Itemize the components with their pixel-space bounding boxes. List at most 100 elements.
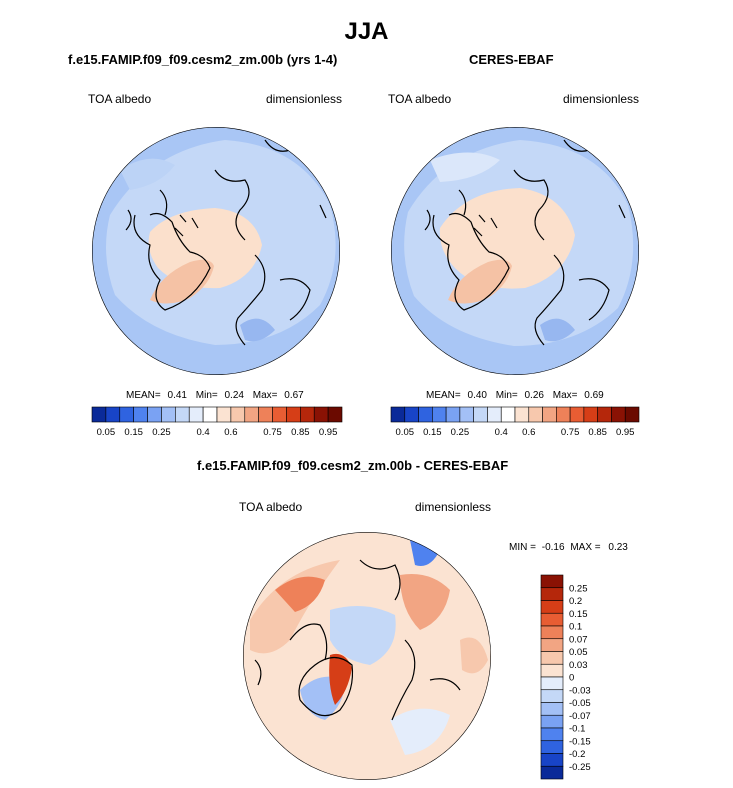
panel3-colorbar-tick-label: 0.05	[569, 647, 588, 658]
panel3-colorbar-tick-label: -0.1	[569, 724, 585, 735]
panel2-colorbar-box	[432, 406, 447, 423]
panel3-colorbar-tick-label: -0.07	[569, 711, 591, 722]
panel1-colorbar-tick-label: 0.6	[224, 427, 237, 438]
panel3-colorbar-tick-label: -0.05	[569, 698, 591, 709]
panel3-min-label: MIN =	[509, 542, 536, 553]
panel1-mean-label: MEAN=	[126, 390, 161, 401]
panel2-min-value: 0.26	[524, 390, 544, 401]
panel1-colorbar-box	[230, 406, 246, 423]
panel2-colorbar-box	[514, 406, 530, 423]
panel1-stats: MEAN= 0.41 Min= 0.24 Max= 0.67	[126, 390, 304, 401]
panel1-title: f.e15.FAMIP.f09_f09.cesm2_zm.00b (yrs 1-…	[68, 52, 338, 67]
panel1-colorbar-box	[216, 406, 232, 423]
panel2-colorbar-box	[611, 406, 626, 423]
panel1-colorbar-box	[91, 406, 107, 423]
panel1-variable-label: TOA albedo	[88, 92, 152, 106]
panel3-colorbar-tick-label: 0.2	[569, 596, 582, 607]
panel1-colorbar-tick-label: 0.15	[124, 427, 143, 438]
panel2-colorbar-box	[404, 406, 419, 423]
panel3-colorbar-box	[540, 587, 564, 601]
panel3-colorbar-box	[540, 689, 564, 703]
panel1-colorbar-box	[119, 406, 134, 423]
figure-title: JJA	[344, 18, 389, 45]
panel3-map	[243, 532, 491, 780]
panel2-colorbar-box	[528, 406, 543, 423]
panel2-colorbar-box	[390, 406, 406, 423]
panel2-colorbar-tick-label: 0.25	[451, 427, 470, 438]
panel2-colorbar-tick-label: 0.75	[561, 427, 580, 438]
panel3-colorbar-tick-label: -0.2	[569, 749, 585, 760]
panel1-map	[92, 127, 340, 375]
panel1-colorbar-tick-label: 0.85	[291, 427, 310, 438]
panel3-colorbar-box	[540, 702, 564, 716]
panel1-colorbar-box	[327, 406, 343, 423]
panel2-siberia-patch	[430, 152, 500, 182]
panel3-colorbar-box	[540, 676, 564, 691]
panel2-colorbar-box	[500, 406, 516, 423]
panel2-colorbar-tick-label: 0.4	[495, 427, 508, 438]
panel3-min-value: -0.16	[541, 542, 565, 553]
panel1-colorbar-box	[286, 406, 301, 423]
panel1-colorbar-box	[202, 406, 218, 423]
panel1-arctic-ice	[148, 208, 262, 289]
panel2-europe-patch	[540, 318, 575, 342]
panel2-colorbar-box	[459, 406, 474, 423]
panel3-colorbar-tick-label: 0.1	[569, 622, 582, 633]
panel2-colorbar-box	[556, 406, 571, 423]
panel2-colorbar-box	[487, 406, 502, 423]
panel2-min-label: Min=	[495, 390, 518, 401]
panel3-colorbar-tick-label: 0.07	[569, 634, 588, 645]
panel1-colorbar-box	[272, 406, 287, 423]
panel3-variable-label: TOA albedo	[239, 500, 303, 514]
panel1-max-label: Max=	[252, 390, 278, 401]
panel3-patch-c	[400, 574, 450, 630]
panel1-colorbar-box	[258, 406, 273, 423]
panel1-siberia-patch	[120, 158, 175, 190]
panel3-max-value: 0.23	[608, 542, 628, 553]
panel3-colorbar-box	[540, 638, 564, 652]
panel2-colorbar-box	[445, 406, 461, 423]
panel2-max-value: 0.69	[584, 390, 604, 401]
panel3-stats: MIN = -0.16 MAX = 0.23	[509, 542, 628, 553]
panel1-greenland	[150, 259, 214, 304]
panel2-colorbar-tick-label: 0.05	[396, 427, 415, 438]
panel1-colorbar-box	[313, 406, 329, 423]
panel1-colorbar-box	[175, 406, 190, 423]
panel3-colorbar-box	[540, 714, 564, 729]
panel1-colorbar-box	[133, 406, 148, 423]
panel3-colorbar-tick-label: 0.15	[569, 609, 588, 620]
panel2-units-label: dimensionless	[563, 92, 640, 106]
panel3-colorbar-tick-label: -0.15	[569, 736, 591, 747]
panel2-colorbar-tick-label: 0.95	[616, 427, 635, 438]
panel2-greenland	[448, 259, 512, 304]
panel1-colorbar-box	[244, 406, 259, 423]
panel3-colorbar-tick-label: -0.03	[569, 685, 591, 696]
panel3-colorbar-box	[540, 753, 564, 767]
panel1-colorbar-box	[188, 406, 204, 423]
panel3-colorbar-box	[540, 765, 564, 780]
panel3-colorbar-box	[540, 651, 564, 665]
panel3-colorbar-box	[540, 574, 564, 589]
panel2-title: CERES-EBAF	[469, 52, 554, 67]
panel3-colorbar-box	[540, 600, 564, 614]
panel2-colorbar-box	[542, 406, 557, 423]
panel3-colorbar-tick-label: -0.25	[569, 762, 591, 773]
panel2-variable-label: TOA albedo	[388, 92, 452, 106]
panel2-colorbar-box	[597, 406, 612, 423]
panel1-colorbar: 0.05 0.15 0.25 0.4 0.6 0.75 0.85 0.95	[91, 406, 343, 438]
panel1-min-value: 0.24	[224, 390, 244, 401]
panel2-arctic-ice	[439, 188, 575, 289]
panel2-colorbar-box	[583, 406, 598, 423]
panel3-coastlines	[254, 559, 461, 721]
panel1-colorbar-box	[161, 406, 176, 423]
panel2-coastlines	[424, 139, 626, 346]
panel2-stats: MEAN= 0.40 Min= 0.26 Max= 0.69	[426, 390, 604, 401]
panel1-mean-value: 0.41	[167, 390, 187, 401]
panel3-patch-g	[390, 708, 450, 755]
panel2-colorbar-tick-label: 0.85	[588, 427, 607, 438]
panel1-min-label: Min=	[195, 390, 218, 401]
panel2-colorbar-box	[624, 406, 640, 423]
panel3-colorbar-box	[540, 625, 564, 640]
panel1-colorbar-box	[300, 406, 315, 423]
panel2-map	[391, 127, 639, 375]
